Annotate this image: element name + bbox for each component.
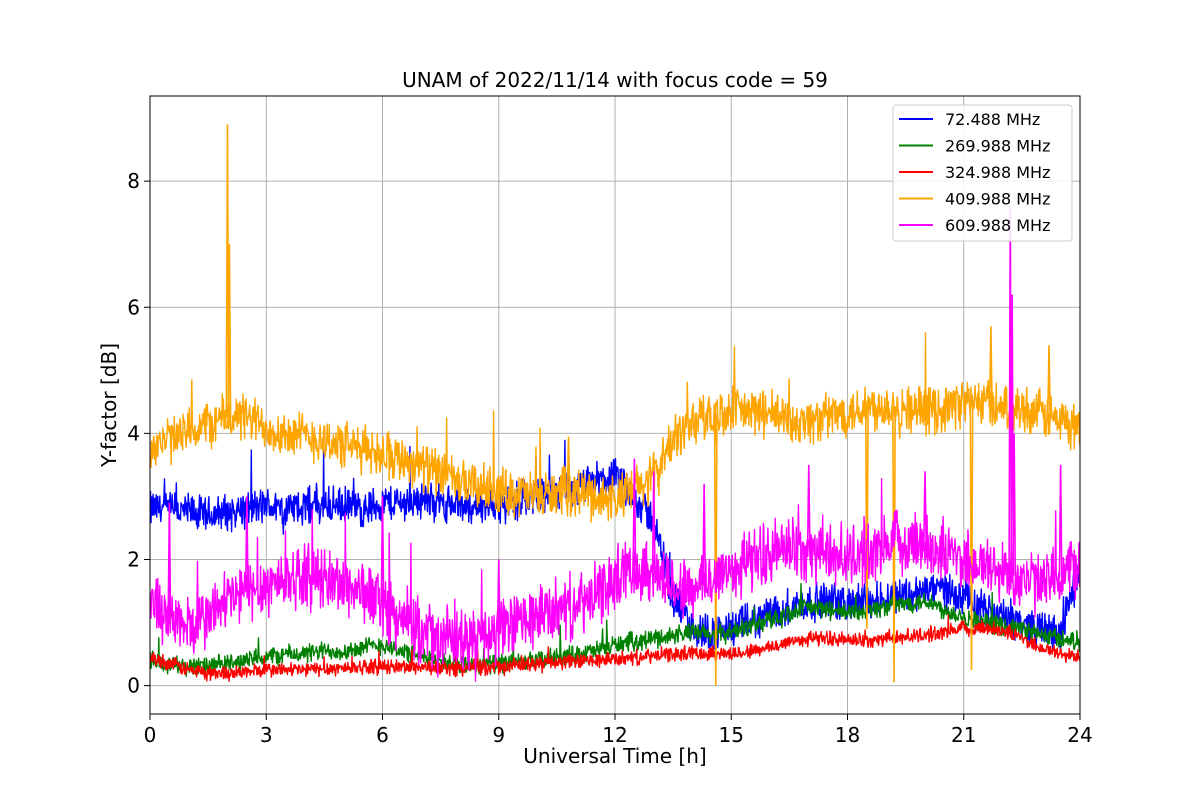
legend-box — [892, 104, 1073, 242]
series-line-0 — [150, 439, 1080, 651]
y-axis-label: Y-factor [dB] — [97, 343, 121, 468]
x-tick-label: 15 — [719, 723, 744, 747]
legend-label: 409.988 MHz — [945, 190, 1050, 209]
legend-label: 609.988 MHz — [945, 216, 1050, 235]
legend-label: 324.988 MHz — [945, 163, 1050, 182]
series-line-1 — [150, 582, 1080, 678]
legend-label: 269.988 MHz — [945, 137, 1050, 156]
x-tick-label: 9 — [492, 723, 505, 747]
series-line-2 — [150, 614, 1080, 682]
series-spike-4 — [923, 471, 927, 544]
x-tick-label: 21 — [951, 723, 976, 747]
x-tick-label: 24 — [1067, 723, 1092, 747]
series-spike-3 — [1047, 345, 1051, 417]
legend: 72.488 MHz 269.988 MHz 324.988 MHz 409.9… — [892, 104, 1073, 242]
series-spike-3 — [227, 244, 232, 418]
x-tick-label: 18 — [835, 723, 860, 747]
series-spike-4 — [1058, 464, 1063, 579]
y-tick-label: 8 — [127, 169, 140, 193]
series-spike-4 — [1012, 433, 1017, 576]
series-spike-4 — [244, 496, 249, 592]
series-spike-3 — [566, 436, 571, 492]
series-spike-3 — [892, 406, 896, 683]
y-tick-label: 0 — [127, 674, 140, 698]
series-layer — [150, 124, 1080, 686]
series-spike-3 — [864, 408, 869, 629]
y-tick-label: 6 — [127, 295, 140, 319]
series-spike-4 — [380, 496, 385, 604]
series-spike-3 — [969, 401, 974, 670]
series-spike-3 — [713, 413, 718, 686]
y-tick-label: 4 — [127, 421, 140, 445]
series-spike-4 — [702, 483, 707, 584]
x-tick-label: 12 — [602, 723, 627, 747]
series-spike-4 — [651, 471, 656, 573]
series-line-3 — [150, 331, 1080, 523]
x-tick-label: 3 — [260, 723, 273, 747]
series-spike-4 — [167, 502, 172, 617]
series-spike-3 — [988, 326, 993, 404]
series-spike-4 — [632, 458, 637, 566]
chart-title: UNAM of 2022/11/14 with focus code = 59 — [402, 68, 828, 92]
x-tick-label: 0 — [144, 723, 157, 747]
x-axis-label: Universal Time [h] — [523, 744, 706, 768]
series-line-4 — [150, 478, 1080, 682]
x-tick-label: 6 — [376, 723, 389, 747]
series-spike-4 — [496, 559, 501, 633]
legend-label: 72.488 MHz — [945, 110, 1040, 129]
series-spike-4 — [806, 464, 811, 551]
y-tick-label: 2 — [127, 548, 140, 572]
